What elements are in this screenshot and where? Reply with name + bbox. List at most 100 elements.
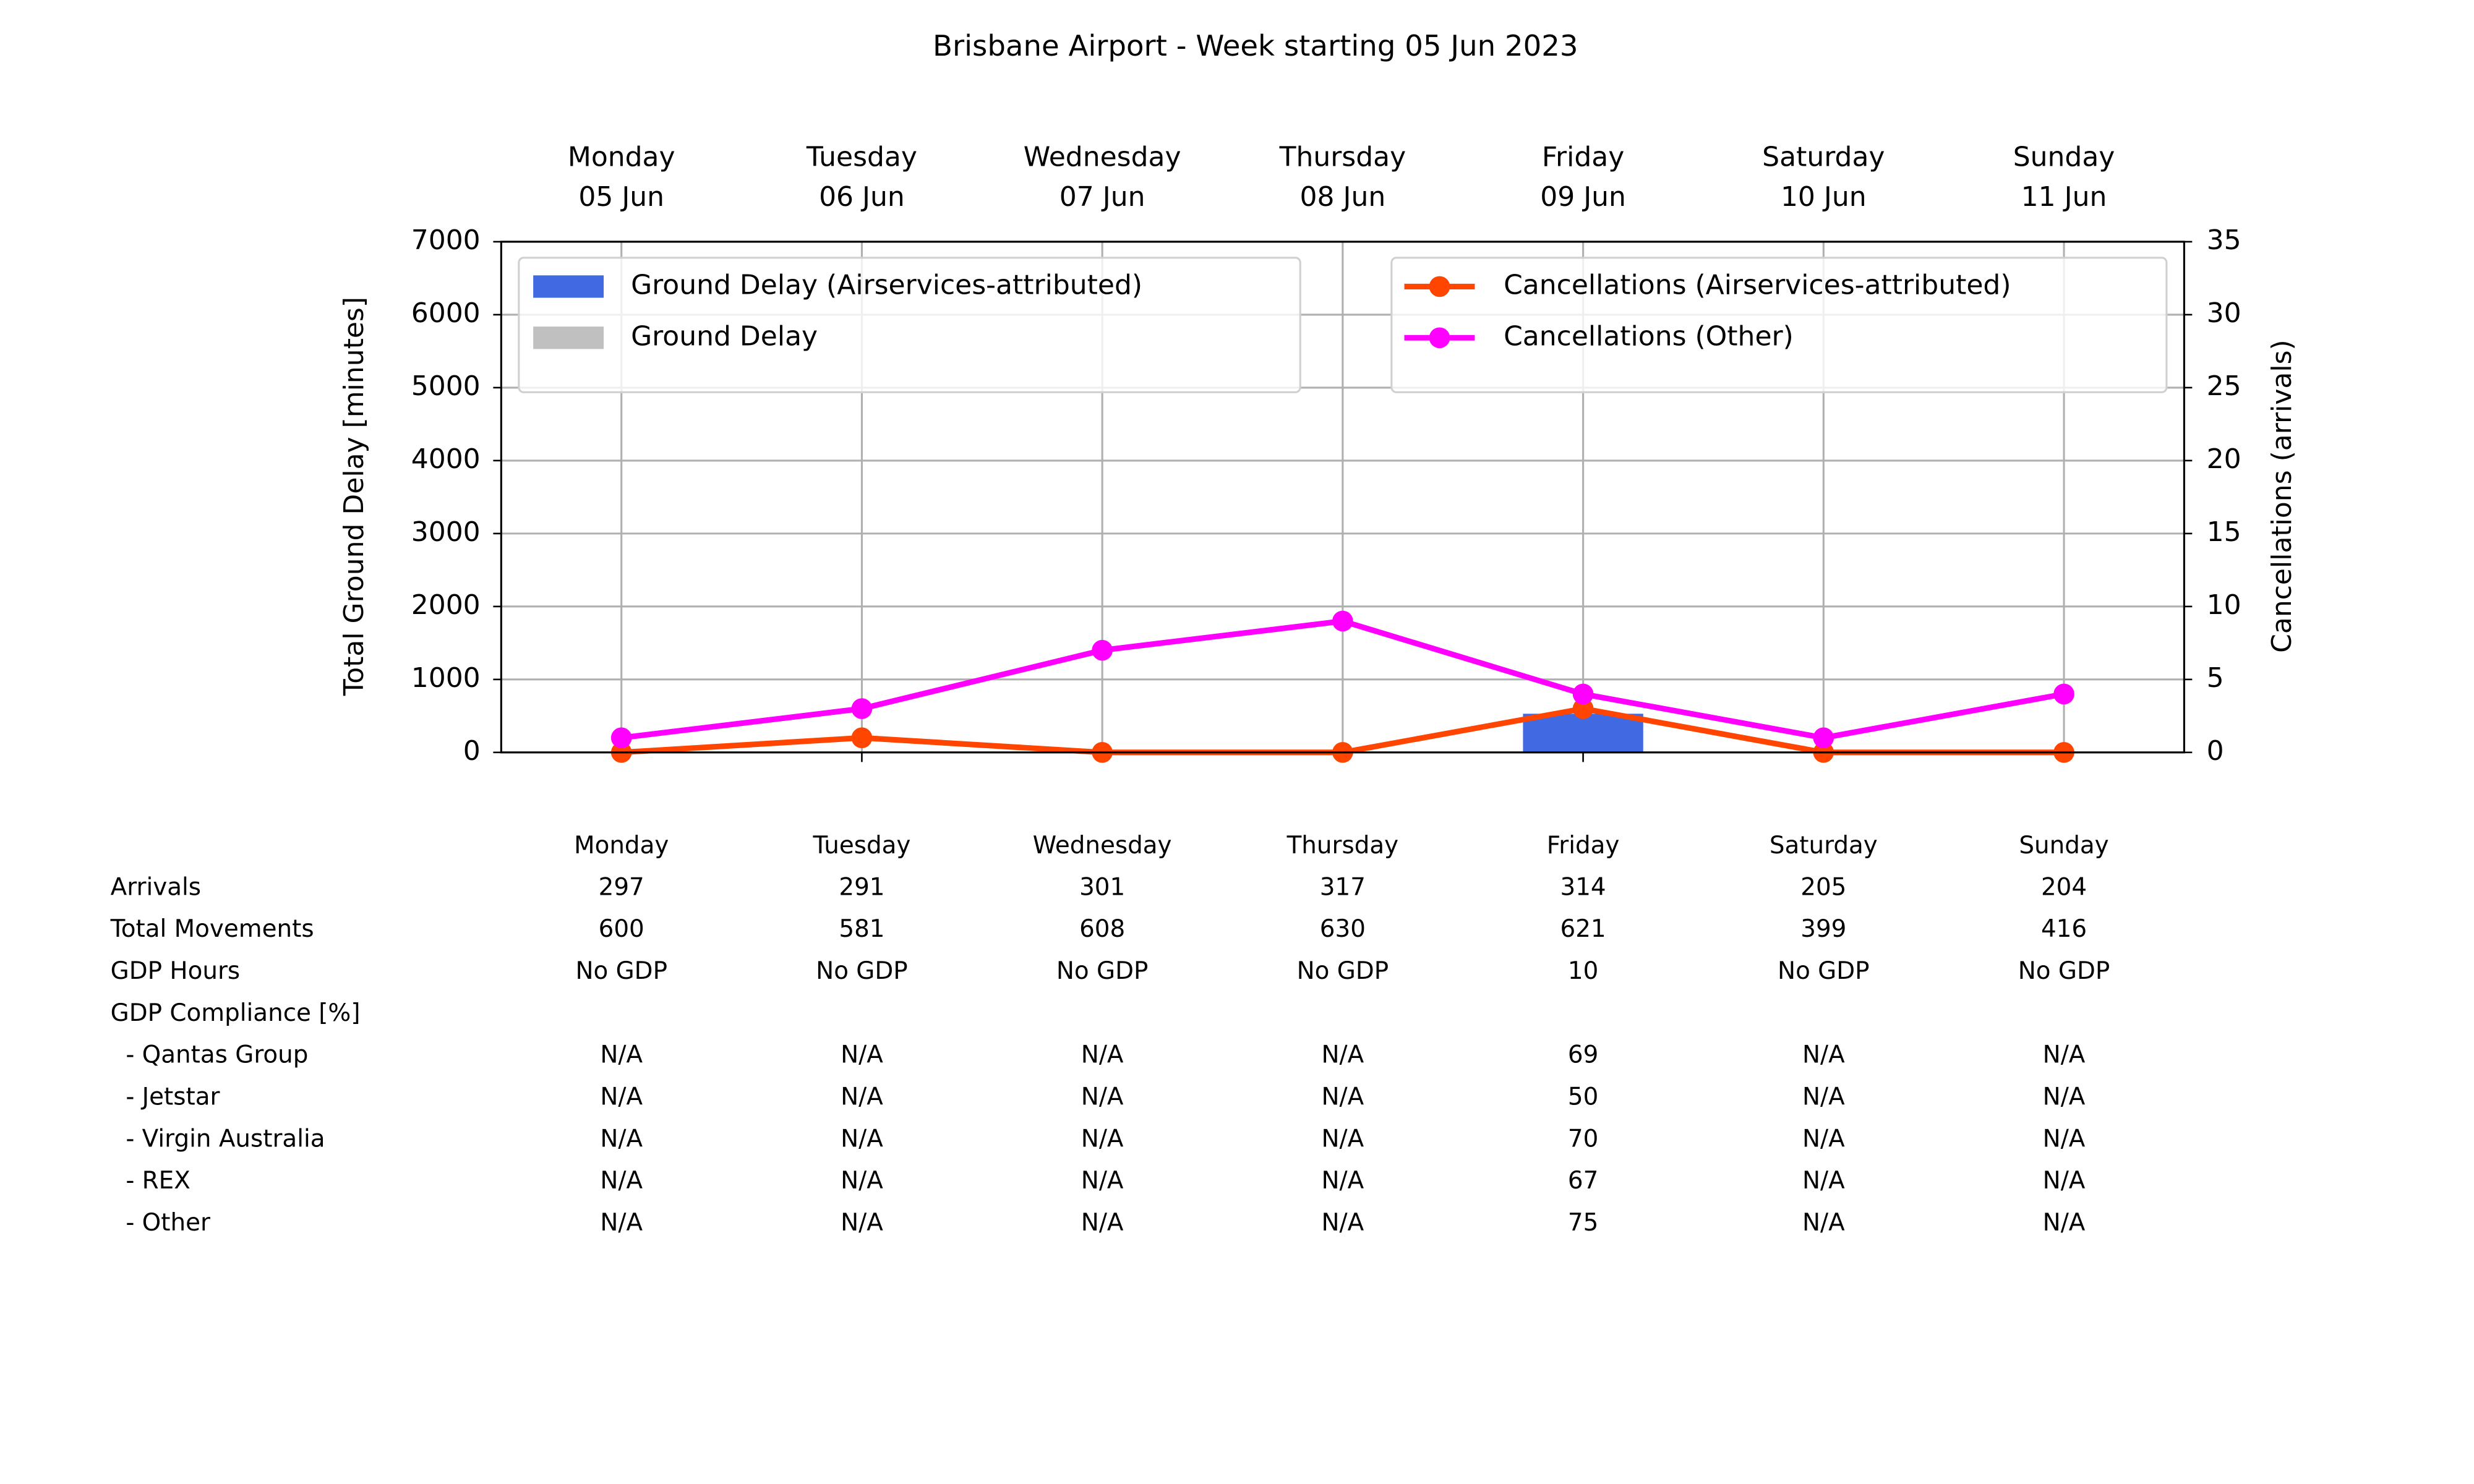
y2-tick-label: 10 xyxy=(2207,589,2241,621)
table-cell: 621 xyxy=(1560,915,1606,943)
table-row-label: - REX xyxy=(111,1167,190,1195)
table-cell: No GDP xyxy=(575,957,667,985)
x-tick-label: Thursday xyxy=(1279,141,1406,173)
point xyxy=(1572,683,1594,705)
table-cell: N/A xyxy=(1081,1167,1124,1195)
table-header: Tuesday xyxy=(812,832,910,859)
table-cell: 608 xyxy=(1079,915,1125,943)
table-header: Wednesday xyxy=(1033,832,1172,859)
table-cell: N/A xyxy=(1081,1041,1124,1069)
table-cell: 204 xyxy=(2041,873,2087,901)
table-cell: N/A xyxy=(1081,1083,1124,1111)
table-cell: N/A xyxy=(600,1125,643,1153)
x-tick-label: Monday xyxy=(568,141,675,173)
table-cell: N/A xyxy=(600,1083,643,1111)
table-header: Friday xyxy=(1547,832,1620,859)
table-row-label: Arrivals xyxy=(111,873,201,901)
table-row-label: - Jetstar xyxy=(111,1083,220,1111)
y2-tick-label: 30 xyxy=(2207,297,2241,329)
y2-tick-label: 20 xyxy=(2207,443,2241,475)
y-tick-label: 5000 xyxy=(411,370,481,402)
table-cell: 10 xyxy=(1568,957,1598,985)
table-cell: N/A xyxy=(2043,1209,2086,1237)
y-axis-label: Total Ground Delay [minutes] xyxy=(338,297,370,696)
table-cell: N/A xyxy=(841,1209,883,1237)
x-tick-label: 11 Jun xyxy=(2021,181,2107,213)
x-tick-label: 05 Jun xyxy=(578,181,664,213)
table-cell: 69 xyxy=(1568,1041,1598,1069)
x-tick-label: 06 Jun xyxy=(819,181,905,213)
x-tick-label: Tuesday xyxy=(806,141,917,173)
x-tick-label: Sunday xyxy=(2013,141,2115,173)
table-cell: N/A xyxy=(1322,1167,1364,1195)
table-cell: N/A xyxy=(1802,1209,1845,1237)
table-cell: No GDP xyxy=(1778,957,1870,985)
y-tick-label: 7000 xyxy=(411,224,481,256)
legend-label: Ground Delay xyxy=(631,320,818,352)
table-cell: N/A xyxy=(2043,1125,2086,1153)
table-cell: 75 xyxy=(1568,1209,1598,1237)
table-cell: N/A xyxy=(1802,1083,1845,1111)
legend-swatch xyxy=(533,275,604,298)
table-cell: 291 xyxy=(839,873,884,901)
table-row-label: GDP Compliance [%] xyxy=(111,999,361,1027)
table-cell: N/A xyxy=(1322,1083,1364,1111)
table-cell: N/A xyxy=(1322,1041,1364,1069)
point xyxy=(851,727,873,749)
table-cell: No GDP xyxy=(1297,957,1389,985)
table-cell: N/A xyxy=(841,1083,883,1111)
y-tick-label: 2000 xyxy=(411,589,481,621)
legend-swatch xyxy=(533,326,604,349)
table-cell: N/A xyxy=(600,1167,643,1195)
table-cell: 205 xyxy=(1800,873,1846,901)
table-row-label: GDP Hours xyxy=(111,957,241,985)
table-cell: 630 xyxy=(1320,915,1366,943)
bar xyxy=(1523,714,1643,753)
plot-frame xyxy=(500,241,2185,754)
y-tick-label: 4000 xyxy=(411,443,481,475)
y-tick-label: 0 xyxy=(463,735,481,767)
table-cell: N/A xyxy=(841,1167,883,1195)
y2-tick-label: 35 xyxy=(2207,224,2241,256)
y-tick-label: 3000 xyxy=(411,516,481,548)
table-cell: No GDP xyxy=(2018,957,2110,985)
y2-axis-label: Cancellations (arrivals) xyxy=(2266,339,2298,653)
legend-marker xyxy=(1429,327,1450,349)
legend-marker xyxy=(1429,276,1450,297)
table-cell: N/A xyxy=(1322,1209,1364,1237)
legend-box xyxy=(518,257,1301,393)
table-cell: 297 xyxy=(599,873,644,901)
legend-label: Ground Delay (Airservices-attributed) xyxy=(631,269,1142,301)
table-cell: N/A xyxy=(1802,1167,1845,1195)
x-tick-label: Saturday xyxy=(1762,141,1885,173)
table-cell: N/A xyxy=(2043,1041,2086,1069)
x-tick-label: Wednesday xyxy=(1024,141,1181,173)
table-header: Sunday xyxy=(2019,832,2108,859)
table-cell: N/A xyxy=(1322,1125,1364,1153)
point xyxy=(1332,610,1353,632)
table-header: Saturday xyxy=(1770,832,1878,859)
table-row-label: Total Movements xyxy=(110,915,314,943)
table-cell: 399 xyxy=(1800,915,1846,943)
table-cell: N/A xyxy=(841,1041,883,1069)
table-cell: N/A xyxy=(600,1041,643,1069)
chart-title: Brisbane Airport - Week starting 05 Jun … xyxy=(933,29,1578,62)
table-row-label: - Other xyxy=(111,1209,210,1237)
table-row-label: - Virgin Australia xyxy=(111,1125,325,1153)
y2-tick-label: 15 xyxy=(2207,516,2241,548)
legend-label: Cancellations (Other) xyxy=(1504,320,1794,352)
x-tick-label: 10 Jun xyxy=(1781,181,1867,213)
x-tick-label: 08 Jun xyxy=(1300,181,1386,213)
x-tick-label: 09 Jun xyxy=(1540,181,1626,213)
legend-label: Cancellations (Airservices-attributed) xyxy=(1504,269,2011,301)
y2-tick-label: 25 xyxy=(2207,370,2241,402)
table-cell: 317 xyxy=(1320,873,1366,901)
table-row-label: - Qantas Group xyxy=(111,1041,309,1069)
y2-tick-label: 0 xyxy=(2207,735,2224,767)
table-cell: N/A xyxy=(2043,1167,2086,1195)
table-cell: 50 xyxy=(1568,1083,1598,1111)
point xyxy=(1813,727,1834,749)
y-tick-label: 1000 xyxy=(411,662,481,694)
